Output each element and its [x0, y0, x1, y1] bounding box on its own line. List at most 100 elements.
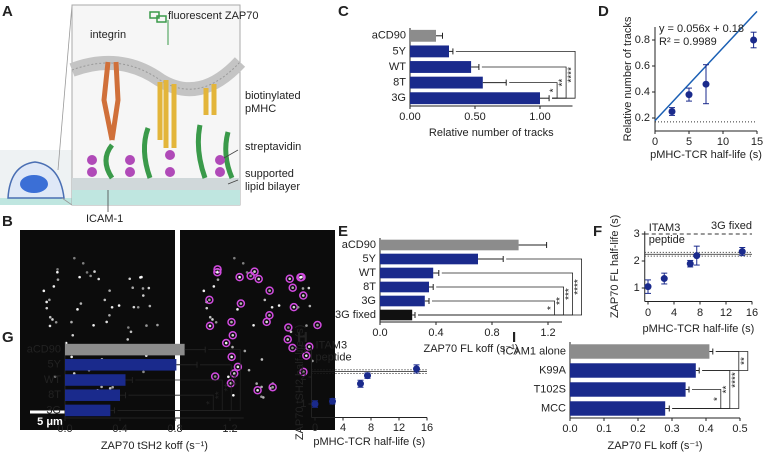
spot: [268, 313, 271, 317]
significance-bracket: [702, 351, 749, 371]
y-tick-label: 0.6: [635, 60, 650, 72]
bar: [410, 45, 449, 58]
spot: [56, 268, 59, 271]
spot-marker: [228, 331, 238, 340]
x-tick-label: 1.2: [222, 423, 237, 435]
spot: [64, 341, 68, 345]
spot: [299, 276, 302, 279]
bar: [65, 359, 177, 371]
significance-label: **: [721, 386, 732, 394]
point: [685, 91, 693, 99]
x-tick-label: 0.50: [464, 111, 485, 123]
spot: [48, 315, 52, 319]
zap70-icon: [156, 15, 167, 23]
spot: [316, 323, 319, 327]
spot: [287, 326, 290, 329]
y-tick-label: 2: [300, 371, 306, 383]
glass: [72, 190, 240, 205]
spot: [127, 326, 130, 329]
spot: [71, 333, 75, 337]
spot: [79, 302, 83, 305]
x-axis-label: ZAP70 FL koff (s⁻¹): [423, 343, 518, 355]
spot-marker: [246, 271, 255, 281]
point: [686, 260, 694, 268]
spot: [70, 355, 73, 359]
spot: [70, 320, 73, 324]
spot: [145, 324, 148, 327]
spot: [249, 274, 252, 278]
spot-marker: [288, 283, 297, 292]
spot: [238, 275, 241, 279]
bar: [570, 344, 710, 359]
spot-marker: [302, 351, 311, 360]
category-label: WT: [44, 374, 61, 386]
icam-shape: [103, 143, 115, 180]
spot-marker: [299, 367, 308, 377]
point: [693, 252, 701, 260]
spot: [208, 298, 211, 302]
bar: [380, 295, 425, 307]
x-tick-label: 1.2: [540, 327, 555, 339]
spot: [76, 308, 79, 311]
y-tick-label: 0.4: [635, 86, 650, 98]
x-tick-label: 0.0: [372, 327, 387, 339]
label: ICAM-1: [86, 213, 123, 225]
spot-marker: [284, 323, 293, 332]
point: [668, 108, 676, 115]
category-label: ICAM1 alone: [502, 345, 566, 357]
category-label: WT: [389, 61, 406, 73]
spot: [260, 395, 263, 398]
spot-marker: [296, 273, 305, 282]
spot: [265, 320, 268, 324]
significance-bracket: [455, 51, 576, 99]
spot: [73, 256, 76, 260]
significance-label: ****: [730, 372, 741, 388]
spot: [253, 270, 256, 273]
category-label: 5Y: [363, 253, 377, 265]
spot: [260, 385, 263, 389]
spot: [252, 323, 255, 327]
spot: [212, 285, 216, 288]
bar: [570, 382, 686, 397]
spot: [53, 375, 57, 378]
significance-label: **: [223, 384, 234, 392]
spot: [308, 304, 312, 308]
y-tick-label: 0.8: [635, 34, 650, 46]
diagram: integrin fluorescent ZAP70 biotinylated …: [0, 4, 301, 225]
spot: [45, 300, 48, 304]
spot: [307, 345, 311, 348]
category-label: 3G: [391, 92, 406, 104]
spot: [301, 287, 305, 290]
spot: [54, 320, 58, 324]
y-axis-label: ZAP70 tSH2 half-life (s): [294, 325, 306, 441]
icam-shape: [195, 124, 208, 179]
panel-label: A: [2, 3, 13, 20]
point: [311, 400, 319, 408]
significance-bracket: [418, 300, 555, 316]
spot: [301, 294, 305, 297]
point: [702, 80, 710, 88]
bar: [380, 267, 434, 279]
spot: [56, 270, 59, 274]
category-label: 5Y: [48, 359, 62, 371]
bar: [410, 29, 436, 42]
significance-label: **: [739, 357, 750, 365]
spot-marker: [235, 272, 244, 282]
spot: [48, 298, 51, 302]
spot-marker: [283, 335, 292, 344]
category-label: K99A: [539, 364, 567, 376]
significance-bracket: [672, 351, 740, 409]
category-label: T102S: [534, 383, 566, 395]
label: fluorescent ZAP70: [168, 10, 259, 22]
bar: [410, 92, 540, 105]
category-label: 3G: [46, 404, 61, 416]
spot: [141, 294, 145, 297]
spot-marker: [221, 338, 231, 348]
icam-shape: [223, 131, 235, 179]
spot: [52, 285, 56, 288]
spot: [108, 387, 112, 390]
spot-marker: [313, 320, 322, 330]
significance-label: *: [549, 88, 560, 92]
spot: [230, 320, 233, 324]
